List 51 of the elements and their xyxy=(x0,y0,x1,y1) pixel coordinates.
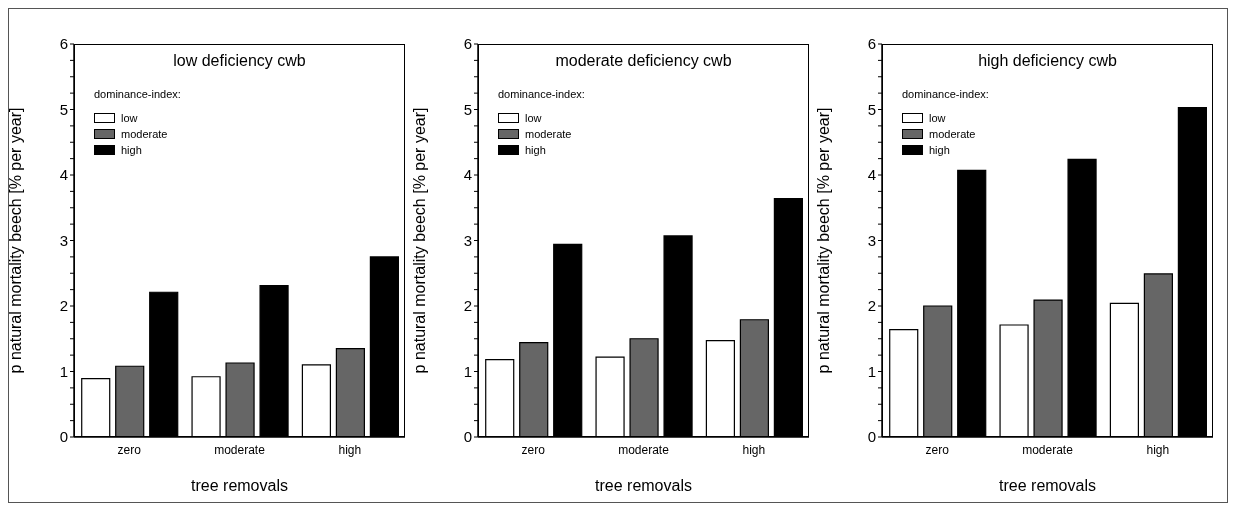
y-tick-label: 0 xyxy=(867,428,876,446)
y-tick-label: 0 xyxy=(59,428,68,446)
x-tick-label: moderate xyxy=(214,442,266,457)
y-tick-label: 6 xyxy=(463,35,472,53)
x-tick-label: moderate xyxy=(1022,442,1074,457)
x-tick-label: high xyxy=(742,442,766,457)
y-tick-label: 3 xyxy=(59,231,68,249)
legend-label: high xyxy=(929,144,950,156)
y-tick-label: 2 xyxy=(463,297,472,315)
y-axis-title: p natural mortality beech [% per year] xyxy=(410,107,428,374)
legend-label: high xyxy=(525,144,546,156)
y-tick-label: 6 xyxy=(59,35,68,53)
text: moderate deficiency cwb xyxy=(554,52,733,70)
text: low deficiency cwb xyxy=(172,52,307,70)
y-tick-label: 1 xyxy=(463,362,472,380)
y-tick-label: 2 xyxy=(867,297,876,315)
y-tick-label: 3 xyxy=(463,231,472,249)
text: high deficiency cwb xyxy=(977,52,1118,70)
x-axis-title: tree removals xyxy=(999,477,1096,494)
y-tick-label: 2 xyxy=(59,297,68,315)
legend-label: moderate xyxy=(929,128,976,140)
y-tick-label: 1 xyxy=(867,362,876,380)
y-tick-label: 4 xyxy=(867,166,876,184)
y-axis-title: p natural mortality beech [% per year] xyxy=(814,107,832,374)
x-tick-label: zero xyxy=(117,442,142,457)
y-tick-label: 5 xyxy=(867,100,876,118)
y-tick-label: 4 xyxy=(59,166,68,184)
x-tick-label: high xyxy=(1146,442,1170,457)
legend-title: dominance-index: xyxy=(498,88,585,100)
legend-label: moderate xyxy=(121,128,168,140)
x-tick-label: moderate xyxy=(618,442,670,457)
legend-label: moderate xyxy=(525,128,572,140)
legend-label: low xyxy=(929,112,946,124)
y-tick-label: 0 xyxy=(463,428,472,446)
x-axis-title: tree removals xyxy=(595,477,692,494)
legend-label: low xyxy=(121,112,138,124)
y-tick-label: 5 xyxy=(59,100,68,118)
legend-title: dominance-index: xyxy=(902,88,989,100)
legend-label: high xyxy=(121,144,142,156)
y-tick-label: 1 xyxy=(59,362,68,380)
x-axis-title: tree removals xyxy=(191,477,288,494)
x-tick-label: zero xyxy=(521,442,546,457)
y-tick-label: 4 xyxy=(463,166,472,184)
y-tick-label: 3 xyxy=(867,231,876,249)
y-tick-label: 6 xyxy=(867,35,876,53)
y-axis-title: p natural mortality beech [% per year] xyxy=(6,107,24,374)
legend-label: low xyxy=(525,112,542,124)
x-tick-label: zero xyxy=(925,442,950,457)
y-tick-label: 5 xyxy=(463,100,472,118)
x-tick-label: high xyxy=(338,442,362,457)
legend-title: dominance-index: xyxy=(94,88,181,100)
